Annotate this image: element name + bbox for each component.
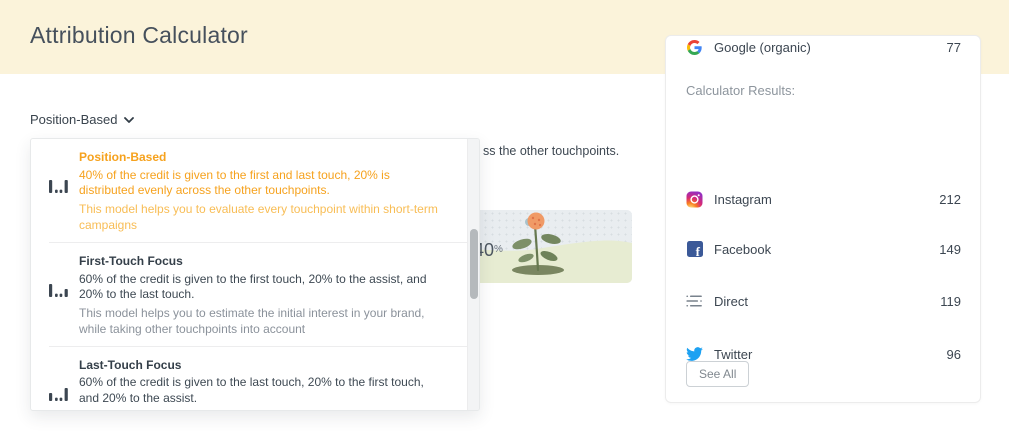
attribution-model-select[interactable]: Position-Based	[30, 112, 135, 127]
channel-label: Direct	[714, 293, 748, 309]
channel-value: 119	[940, 293, 961, 309]
direct-icon	[686, 293, 703, 310]
channel-label: Instagram	[714, 191, 772, 207]
channel-value: 77	[946, 39, 961, 55]
result-row-google-organic: Google (organic) 77	[686, 36, 961, 58]
option-note: This model helps you to evaluate convers…	[79, 410, 443, 411]
plant-illustration	[512, 212, 564, 275]
bars-first-tall-icon	[49, 283, 68, 297]
selected-model-label: Position-Based	[30, 112, 118, 127]
channel-value: 149	[939, 241, 961, 257]
result-row-twitter: Twitter 96	[686, 343, 961, 365]
channel-label: Google (organic)	[714, 39, 811, 55]
results-header: Calculator Results:	[686, 83, 796, 98]
option-title: Position-Based	[79, 150, 167, 164]
facebook-icon: f	[686, 241, 703, 258]
instagram-icon	[686, 191, 703, 208]
google-icon	[686, 39, 703, 56]
dropdown-scrollbar-track[interactable]	[467, 139, 479, 410]
chevron-down-icon	[124, 116, 135, 123]
channel-label: Facebook	[714, 241, 772, 257]
attribution-model-dropdown: Position-Based 40% of the credit is give…	[30, 138, 480, 411]
option-description: 60% of the credit is given to the first …	[79, 271, 427, 302]
bars-first-last-icon	[49, 180, 68, 193]
bars-last-tall-icon	[49, 387, 68, 401]
dropdown-scrollbar-thumb[interactable]	[470, 229, 478, 299]
page-title: Attribution Calculator	[30, 22, 248, 48]
channel-value: 96	[946, 346, 961, 362]
result-row-instagram: Instagram 212	[686, 188, 961, 210]
see-all-button[interactable]: See All	[686, 361, 750, 387]
option-description: 60% of the credit is given to the last t…	[79, 375, 424, 406]
option-last-touch-focus[interactable]: Last-Touch Focus 60% of the credit is gi…	[49, 345, 479, 411]
result-row-direct: Direct 119	[686, 290, 961, 312]
option-first-touch-focus[interactable]: First-Touch Focus 60% of the credit is g…	[49, 241, 479, 346]
option-title: Last-Touch Focus	[79, 357, 182, 372]
channel-label: Twitter	[714, 346, 753, 362]
option-note: This model helps you to estimate the ini…	[79, 306, 425, 336]
twitter-icon	[686, 346, 703, 363]
calculator-results-card: Calculator Results: Instagram 212	[665, 35, 981, 403]
option-title: First-Touch Focus	[79, 253, 183, 268]
channel-value: 212	[939, 191, 961, 207]
option-description: 40% of the credit is given to the first …	[79, 167, 390, 198]
result-row-facebook: f Facebook 149	[686, 238, 961, 260]
option-position-based[interactable]: Position-Based 40% of the credit is give…	[31, 139, 479, 242]
option-note: This model helps you to evaluate every t…	[79, 202, 438, 233]
model-description-fragment: ss the other touchpoints.	[483, 144, 620, 158]
